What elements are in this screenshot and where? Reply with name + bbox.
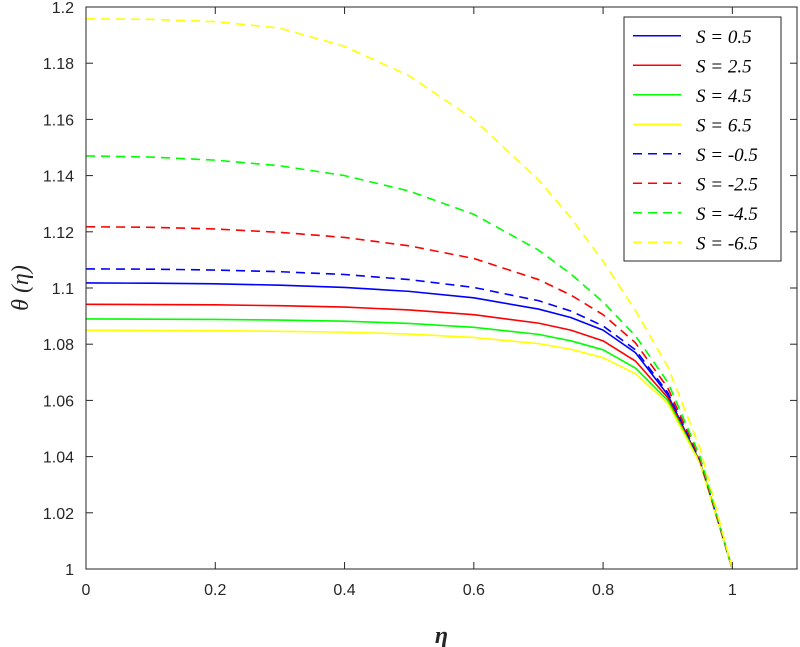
y-tick-label: 1.12: [43, 225, 74, 242]
y-tick-label: 1.18: [43, 56, 74, 73]
y-tick-label: 1.04: [43, 450, 74, 467]
legend-label: S = -2.5: [696, 174, 758, 195]
series-line: [85, 329, 734, 570]
legend-label: S = 0.5: [696, 27, 752, 48]
legend: S = 0.5 S = 2.5 S = 4.5 S = 6.5 S = -0.5 S = …: [623, 16, 782, 262]
series-line: [85, 155, 734, 570]
legend-label: S = -4.5: [696, 204, 758, 225]
x-tick-label: 0.2: [204, 582, 226, 599]
series-line: [85, 318, 734, 570]
y-tick-label: 1.02: [43, 506, 74, 523]
y-tick-label: 1.14: [43, 169, 74, 186]
y-axis-label: θ (η): [8, 265, 34, 311]
series-line: [85, 268, 734, 570]
legend-box: [623, 16, 782, 262]
ticks: [85, 6, 797, 570]
plot-lines: [85, 18, 734, 570]
x-axis-label: η: [435, 623, 448, 647]
x-tick-label: 0: [82, 582, 91, 599]
series-line: [85, 18, 734, 570]
legend-label: S = -6.5: [696, 233, 758, 254]
y-tick-label: 1.2: [52, 0, 74, 17]
x-tick-label: 1: [728, 582, 737, 599]
legend-label: S = -0.5: [696, 145, 758, 166]
y-tick-label: 1.16: [43, 112, 74, 129]
series-line: [85, 282, 734, 570]
legend-label: S = 2.5: [696, 56, 752, 77]
y-tick-label: 1: [65, 562, 74, 579]
series-line: [85, 303, 734, 570]
x-tick-label: 0.8: [592, 582, 614, 599]
tick-labels: 0 0.2 0.4 0.6 0.8 1 1 1.02 1.04 1.06 1.08 1.1 1.12 1.…: [43, 0, 737, 599]
legend-label: S = 4.5: [696, 86, 752, 107]
x-tick-label: 0.4: [333, 582, 355, 599]
series-line: [85, 225, 734, 570]
y-tick-label: 1.06: [43, 393, 74, 410]
legend-label: S = 6.5: [696, 115, 752, 136]
y-tick-label: 1.1: [52, 281, 74, 298]
x-tick-label: 0.6: [463, 582, 485, 599]
y-tick-label: 1.08: [43, 337, 74, 354]
